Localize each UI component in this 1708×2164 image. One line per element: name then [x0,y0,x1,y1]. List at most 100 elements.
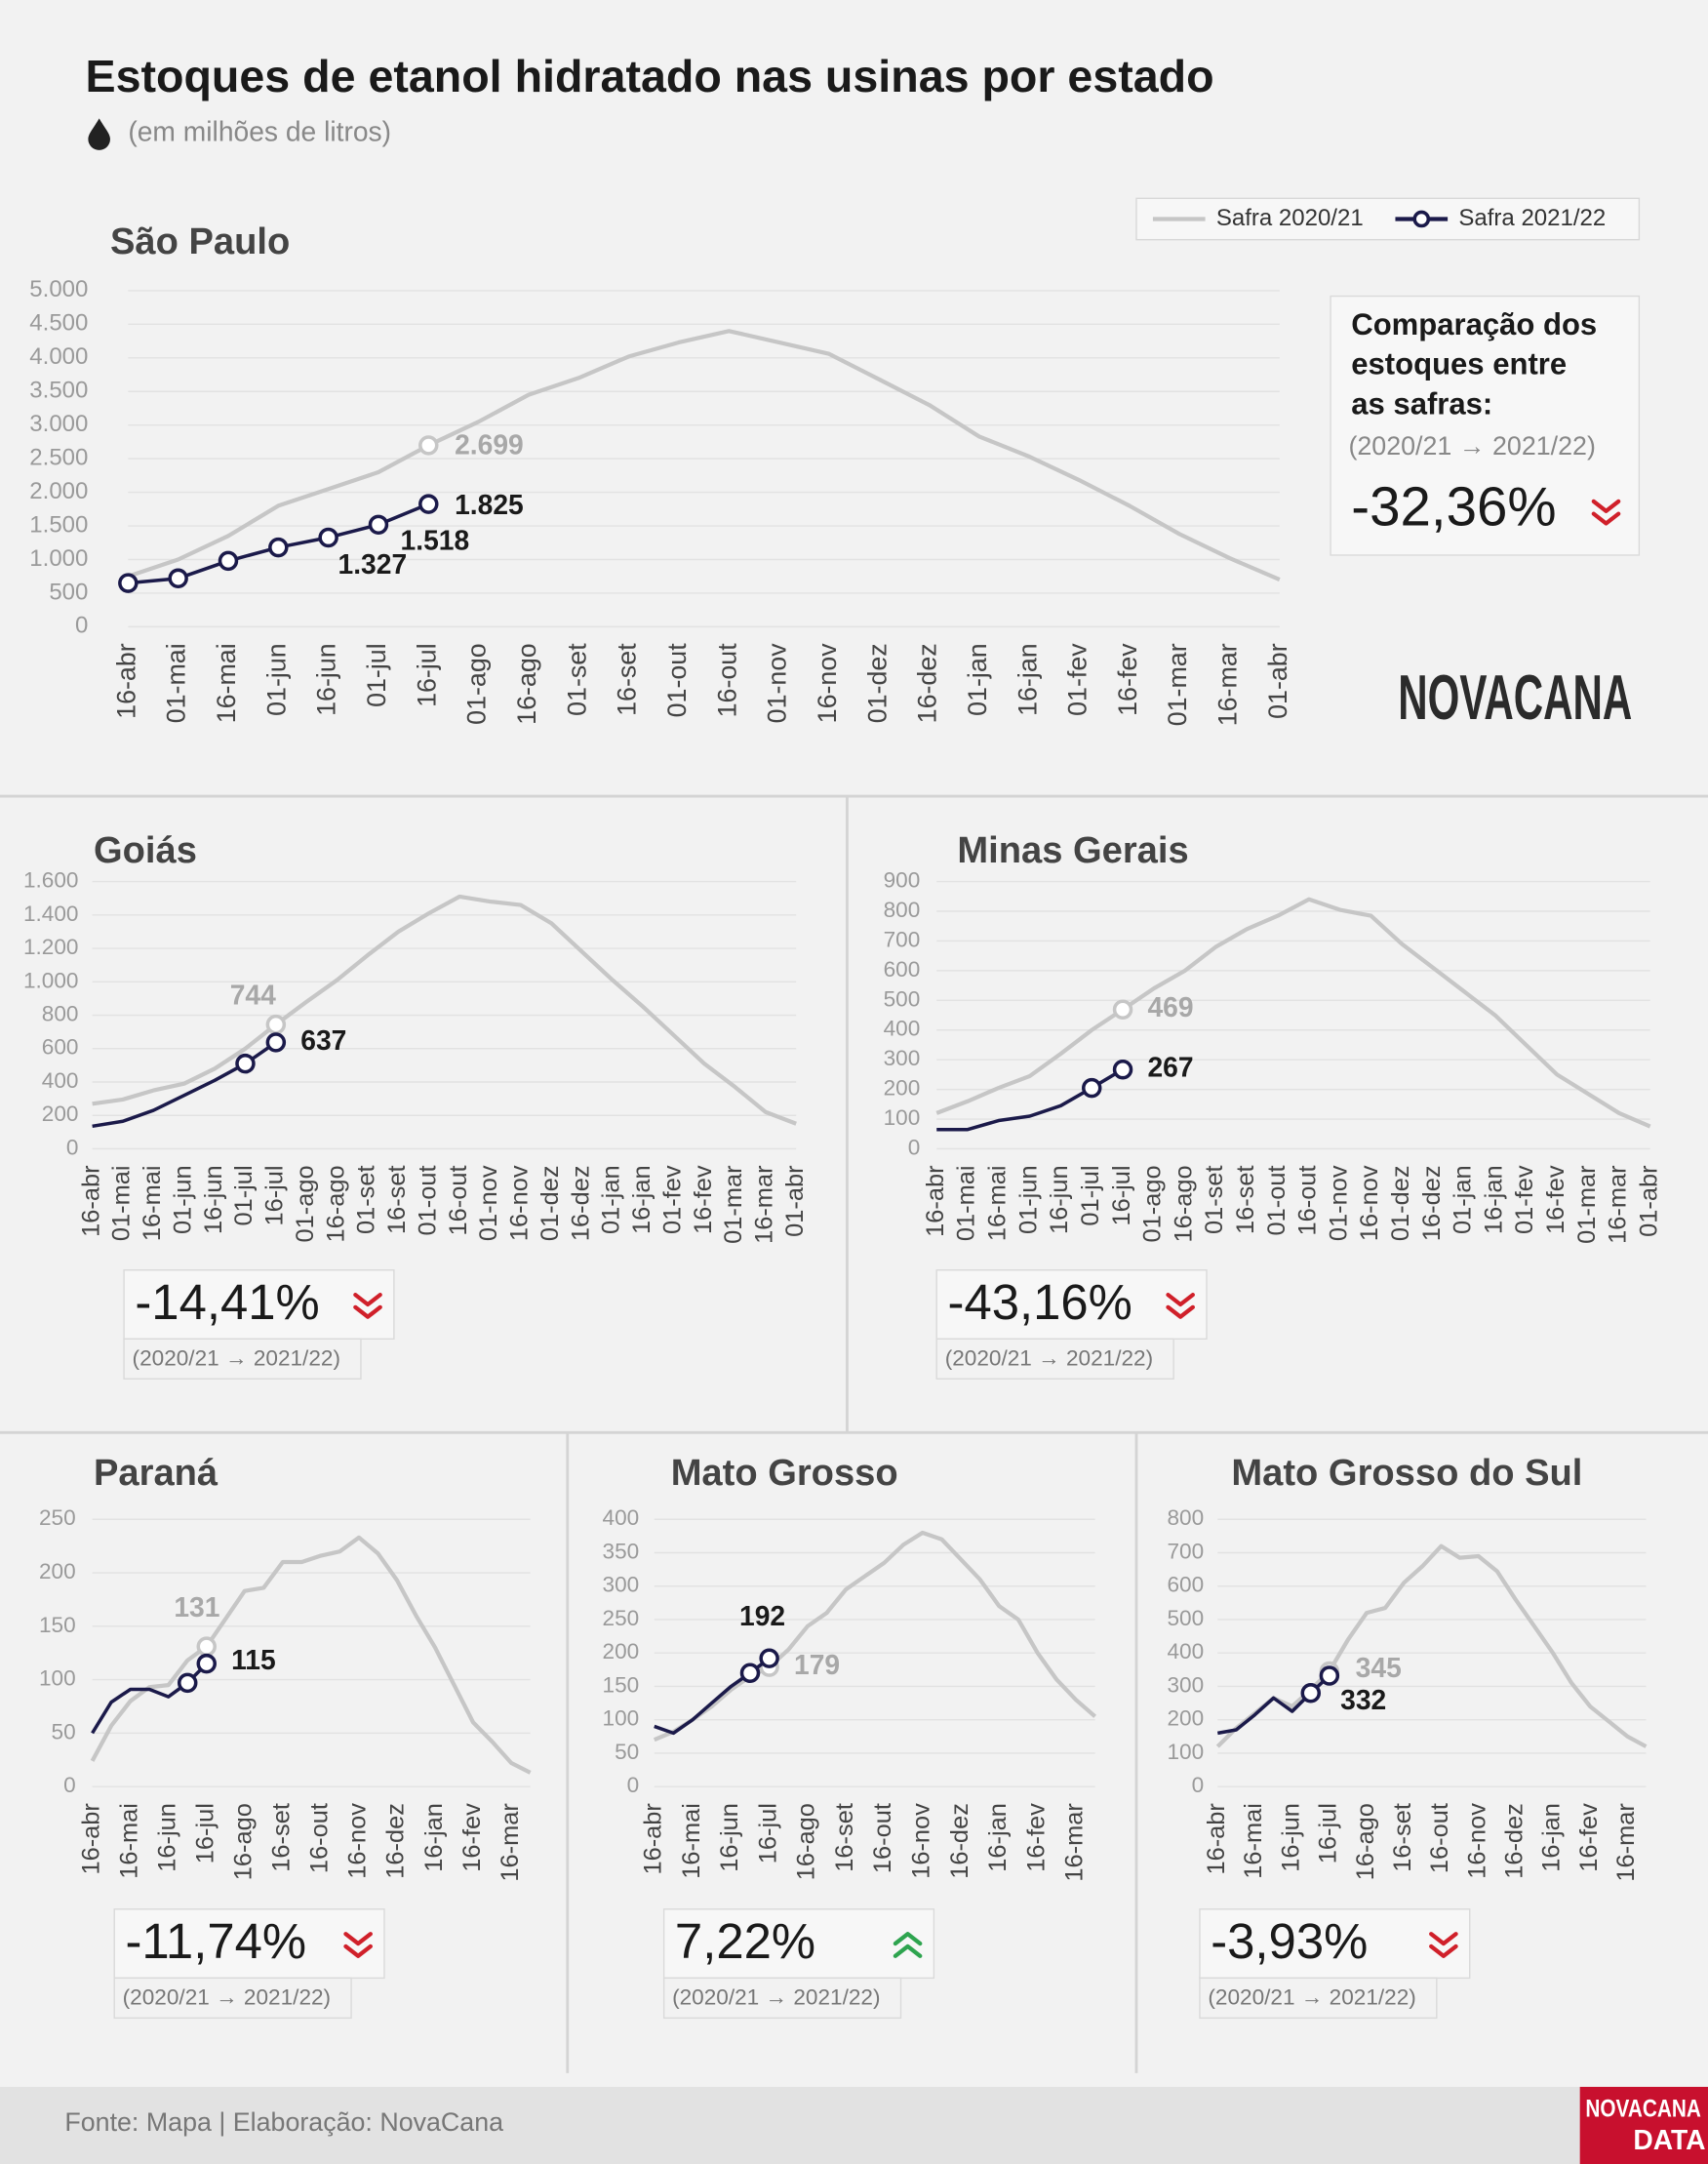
period-box [113,1977,352,2020]
y-tick-label: 150 [39,1613,76,1637]
x-tick-label: 16-jun [200,1165,227,1234]
x-tick-label: 16-mai [678,1803,705,1879]
x-tick-label: 01-jun [1014,1165,1042,1234]
x-tick-label: 01-abr [781,1165,809,1237]
x-tick-label: 01-ago [292,1165,319,1242]
x-tick-label: 16-jun [716,1803,743,1872]
x-tick-label: 16-abr [922,1165,949,1237]
series-line [92,894,797,1126]
x-tick-label: 16-abr [77,1165,104,1237]
comparison-period: (2020/21 → 2021/22) [1208,1985,1415,2010]
x-tick-label: 16-out [1294,1165,1322,1235]
x-tick-label: 01-mai [953,1165,980,1241]
x-tick-label: 16-dez [913,643,942,723]
x-tick-label: 16-mai [1240,1803,1267,1879]
x-tick-label: 01-jan [963,643,992,716]
x-tick-label: 16-fev [1113,643,1142,716]
point-marker [368,514,389,536]
x-tick-label: 16-ago [230,1803,258,1880]
x-tick-label: 16-jul [261,1165,289,1225]
comparison-value: 7,22% [675,1913,815,1969]
data-label: 744 [230,979,276,1010]
y-tick-label: 400 [42,1068,79,1093]
y-tick-label: 600 [42,1035,79,1060]
period-box [123,1338,362,1380]
x-tick-label: 01-jun [169,1165,196,1234]
x-tick-label: 16-mai [212,643,241,723]
y-tick-label: 500 [1167,1606,1204,1630]
y-tick-label: 600 [884,957,921,982]
x-tick-label: 16-jul [1108,1165,1135,1225]
y-tick-label: 200 [603,1639,640,1663]
x-tick-label: 16-out [712,643,741,718]
y-tick-label: 0 [908,1135,921,1159]
x-tick-label: 16-jun [1277,1803,1304,1872]
x-tick-label: 01-mar [1163,643,1192,726]
comparison-period: (2020/21 → 2021/22) [672,1985,880,2010]
x-tick-label: 16-ago [1352,1803,1379,1880]
x-tick-label: 16-mar [1612,1803,1640,1882]
x-tick-label: 16-nov [813,643,842,724]
x-tick-label: 01-fev [1511,1165,1538,1234]
y-tick-label: 0 [627,1773,640,1797]
point-marker [1112,1059,1133,1080]
point-marker [265,1032,287,1053]
x-tick-label: 16-jun [153,1803,180,1872]
x-tick-label: 16-set [1389,1803,1416,1872]
point-marker [168,568,188,589]
comparison-value: -11,74% [126,1913,307,1969]
x-tick-label: 01-nov [763,643,792,724]
x-tick-label: 01-jan [598,1165,625,1234]
x-tick-label: 16-nov [1356,1165,1383,1241]
y-tick-label: 100 [39,1666,76,1691]
x-tick-label: 01-fev [1063,643,1092,716]
x-tick-label: 01-out [1263,1165,1291,1235]
legend-marker [1412,210,1431,228]
trend-arrow [1166,1293,1195,1319]
y-tick-label: 5.000 [29,276,88,302]
x-tick-label: 16-mar [1605,1165,1632,1244]
point-marker [218,550,239,572]
page-title: Estoques de etanol hidratado nas usinas … [86,51,1214,101]
x-tick-label: 16-ago [1170,1165,1197,1242]
x-tick-label: 16-nov [344,1803,372,1879]
y-tick-label: 200 [39,1559,76,1583]
x-tick-label: 16-set [268,1803,296,1872]
comparison-value: -32,36% [1351,476,1556,538]
y-tick-label: 400 [1167,1639,1204,1663]
chart-title: Mato Grosso do Sul [1231,1452,1582,1494]
comparison-box [113,1908,385,1980]
y-tick-label: 1.000 [29,545,88,572]
x-tick-label: 01-set [1201,1165,1228,1234]
y-tick-label: 250 [603,1606,640,1630]
x-tick-label: 16-ago [322,1165,349,1242]
x-tick-label: 16-set [831,1803,858,1872]
data-label: 115 [231,1644,276,1675]
chart-title: Paraná [94,1452,218,1494]
point-marker [418,494,439,514]
y-tick-label: 4.000 [29,343,88,370]
y-tick-label: 800 [42,1001,79,1025]
x-tick-label: 16-dez [1501,1803,1529,1879]
point-marker [1319,1665,1340,1686]
trend-arrow [893,1932,923,1958]
x-tick-label: 16-nov [908,1803,935,1879]
point-marker [739,1663,761,1683]
legend-label: Safra 2020/21 [1216,205,1364,231]
trend-arrow [343,1932,373,1958]
x-tick-label: 16-jul [412,643,441,707]
y-tick-label: 400 [884,1017,921,1041]
footer-logo: NOVACANA [1585,2096,1701,2123]
legend-label: Safra 2021/22 [1458,205,1606,231]
y-tick-label: 300 [603,1573,640,1597]
x-tick-label: 16-jan [628,1165,655,1234]
y-tick-label: 1.500 [29,511,88,538]
x-tick-label: 16-ago [793,1803,820,1880]
y-tick-label: 350 [603,1539,640,1563]
x-tick-label: 16-jul [754,1803,781,1863]
series-line [1215,1543,1648,1748]
x-tick-label: 01-ago [1139,1165,1167,1242]
x-tick-label: 01-mar [720,1165,747,1244]
x-tick-label: 16-abr [77,1803,104,1875]
